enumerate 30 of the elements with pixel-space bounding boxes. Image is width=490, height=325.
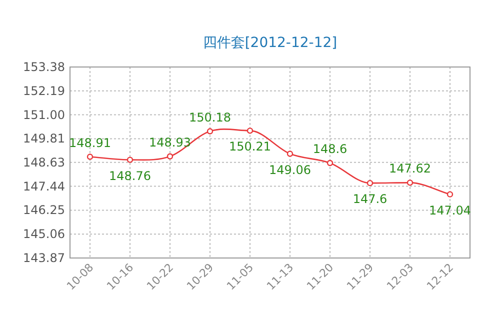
point bbox=[126, 156, 134, 163]
y-tick-label: 146.25 bbox=[23, 203, 65, 218]
y-tick-label: 151.00 bbox=[23, 108, 65, 122]
data-label: 148.6 bbox=[312, 142, 348, 156]
y-tick-label: 153.38 bbox=[23, 60, 65, 74]
data-label: 148.91 bbox=[69, 136, 111, 150]
point bbox=[206, 128, 214, 134]
y-tick-label: 143.87 bbox=[23, 251, 65, 265]
data-label: 147.62 bbox=[389, 162, 431, 176]
chart-title: 四件套[2012-12-12] bbox=[202, 35, 338, 51]
data-label: 147.04 bbox=[429, 203, 471, 218]
y-tick-label: 148.63 bbox=[23, 155, 65, 170]
point bbox=[446, 191, 454, 198]
point bbox=[166, 153, 174, 160]
data-label: 148.93 bbox=[149, 135, 191, 150]
y-tick-label: 152.19 bbox=[23, 84, 65, 98]
data-label: 150.18 bbox=[189, 110, 231, 124]
data-label: 147.6 bbox=[352, 192, 388, 206]
data-label: 149.06 bbox=[269, 162, 311, 177]
y-tick-label: 147.44 bbox=[23, 179, 65, 194]
y-tick-label: 145.06 bbox=[23, 227, 65, 242]
point bbox=[86, 154, 94, 160]
point bbox=[246, 128, 254, 134]
data-label: 150.21 bbox=[229, 140, 271, 154]
point bbox=[406, 180, 414, 186]
point bbox=[326, 160, 334, 166]
y-tick-label: 149.81 bbox=[23, 132, 65, 146]
point bbox=[286, 150, 294, 157]
data-label: 148.76 bbox=[109, 168, 151, 183]
point bbox=[366, 180, 374, 186]
